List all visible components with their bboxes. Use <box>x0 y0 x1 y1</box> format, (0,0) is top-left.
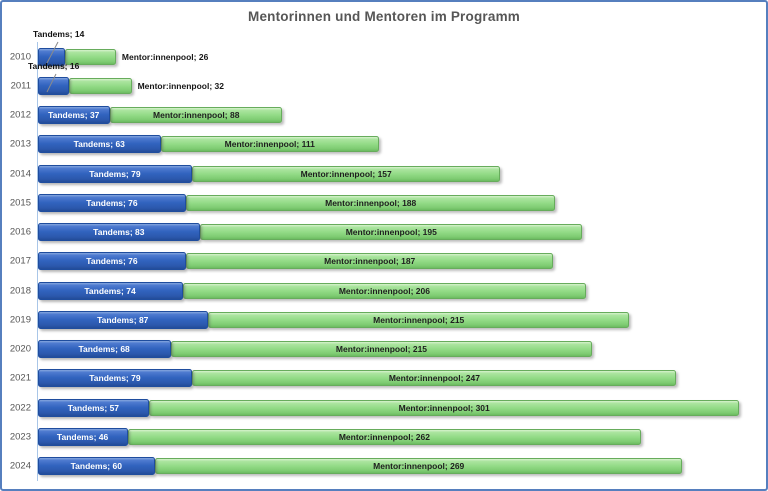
bar-label-tandems-2023: Tandems; 46 <box>56 431 109 442</box>
bar-label-mentorpool-2024: Mentor:innenpool; 269 <box>373 461 465 472</box>
chart-row-2011: 2011 Mentor:innenpool; 32 <box>2 71 766 100</box>
year-label-2011: 2011 <box>10 80 31 92</box>
bar-tandems-2015: Tandems; 76 <box>37 193 187 212</box>
bar-tandems-2023: Tandems; 46 <box>37 427 128 446</box>
chart-row-2010: 2010 Mentor:innenpool; 26 <box>2 42 766 71</box>
bar-mentorpool-2019: Mentor:innenpool; 215 <box>208 311 630 328</box>
bar-mentorpool-2021: Mentor:innenpool; 247 <box>192 370 677 387</box>
chart-row-2013: 2013 Mentor:innenpool; 111 Tandems; 63 <box>2 130 766 159</box>
chart-row-2016: 2016 Mentor:innenpool; 195 Tandems; 83 <box>2 218 766 247</box>
bar-mentorpool-2017: Mentor:innenpool; 187 <box>186 253 553 270</box>
bar-label-mentorpool-2010: Mentor:innenpool; 26 <box>121 51 209 62</box>
bar-label-mentorpool-2018: Mentor:innenpool; 206 <box>338 285 430 296</box>
bar-tandems-2017: Tandems; 76 <box>37 252 187 271</box>
chart-title: Mentorinnen und Mentoren im Programm <box>248 9 520 24</box>
bar-mentorpool-2023: Mentor:innenpool; 262 <box>127 428 642 445</box>
bar-label-mentorpool-2022: Mentor:innenpool; 301 <box>398 402 490 413</box>
year-label-2022: 2022 <box>9 402 31 414</box>
bar-tandems-2020: Tandems; 68 <box>37 340 171 359</box>
bar-mentorpool-2014: Mentor:innenpool; 157 <box>192 165 501 182</box>
year-label-2013: 2013 <box>9 138 31 150</box>
bar-label-mentorpool-2016: Mentor:innenpool; 195 <box>345 227 437 238</box>
bar-label-tandems-2017: Tandems; 76 <box>86 256 138 267</box>
year-label-2016: 2016 <box>9 226 31 238</box>
bar-tandems-2019: Tandems; 87 <box>37 310 209 329</box>
bar-tandems-2011 <box>37 76 69 95</box>
bar-mentorpool-2015: Mentor:innenpool; 188 <box>186 194 555 211</box>
year-label-2020: 2020 <box>9 343 31 355</box>
bar-label-tandems-2020: Tandems; 68 <box>78 344 130 355</box>
bar-tandems-2021: Tandems; 79 <box>37 369 193 388</box>
year-label-2010: 2010 <box>9 51 31 63</box>
bar-label-mentorpool-2023: Mentor:innenpool; 262 <box>338 431 430 442</box>
bar-mentorpool-2018: Mentor:innenpool; 206 <box>182 282 587 299</box>
year-label-2021: 2021 <box>9 372 31 384</box>
year-label-2023: 2023 <box>9 431 31 443</box>
bar-label-mentorpool-2021: Mentor:innenpool; 247 <box>388 373 480 384</box>
bar-label-mentorpool-2012: Mentor:innenpool; 88 <box>153 110 240 121</box>
bar-label-tandems-2016: Tandems; 83 <box>93 227 145 238</box>
bar-label-mentorpool-2019: Mentor:innenpool; 215 <box>373 314 465 325</box>
bar-mentorpool-2024: Mentor:innenpool; 269 <box>155 458 683 475</box>
bar-label-tandems-2011: Tandems; 16 <box>28 61 80 71</box>
year-label-2014: 2014 <box>9 168 31 180</box>
bar-mentorpool-2010 <box>64 48 116 65</box>
chart-row-2024: 2024 Mentor:innenpool; 269 Tandems; 60 <box>2 452 766 481</box>
bar-tandems-2013: Tandems; 63 <box>37 135 161 154</box>
chart-row-2022: 2022 Mentor:innenpool; 301 Tandems; 57 <box>2 393 766 422</box>
bar-label-tandems-2018: Tandems; 74 <box>84 285 136 296</box>
bar-label-tandems-2014: Tandems; 79 <box>89 168 141 179</box>
bar-mentorpool-2020: Mentor:innenpool; 215 <box>170 341 593 358</box>
bar-tandems-2018: Tandems; 74 <box>37 281 183 300</box>
year-label-2024: 2024 <box>9 460 31 472</box>
chart-row-2020: 2020 Mentor:innenpool; 215 Tandems; 68 <box>2 335 766 364</box>
bar-mentorpool-2022: Mentor:innenpool; 301 <box>149 399 740 416</box>
chart-row-2015: 2015 Mentor:innenpool; 188 Tandems; 76 <box>2 188 766 217</box>
bar-label-tandems-2015: Tandems; 76 <box>86 197 138 208</box>
bar-tandems-2024: Tandems; 60 <box>37 457 156 476</box>
chart-row-2023: 2023 Mentor:innenpool; 262 Tandems; 46 <box>2 422 766 451</box>
bar-label-mentorpool-2011: Mentor:innenpool; 32 <box>137 80 224 91</box>
bar-label-tandems-2022: Tandems; 57 <box>67 402 120 413</box>
bar-label-mentorpool-2014: Mentor:innenpool; 157 <box>300 168 392 179</box>
bar-label-tandems-2012: Tandems; 37 <box>48 110 100 121</box>
chart-row-2021: 2021 Mentor:innenpool; 247 Tandems; 79 <box>2 364 766 393</box>
year-label-2018: 2018 <box>9 285 31 297</box>
year-label-2012: 2012 <box>9 109 31 121</box>
bar-label-mentorpool-2020: Mentor:innenpool; 215 <box>335 344 428 355</box>
year-label-2015: 2015 <box>9 197 31 209</box>
chart-row-2019: 2019 Mentor:innenpool; 215 Tandems; 87 <box>2 305 766 334</box>
bar-label-tandems-2024: Tandems; 60 <box>70 461 122 472</box>
bar-label-mentorpool-2013: Mentor:innenpool; 111 <box>224 139 315 150</box>
chart-row-2014: 2014 Mentor:innenpool; 157 Tandems; 79 <box>2 159 766 188</box>
bar-tandems-2022: Tandems; 57 <box>37 398 150 417</box>
bar-tandems-2012: Tandems; 37 <box>37 106 111 125</box>
year-label-2019: 2019 <box>9 314 31 326</box>
bar-label-tandems-2010: Tandems; 14 <box>33 29 85 39</box>
bar-label-mentorpool-2015: Mentor:innenpool; 188 <box>325 197 417 208</box>
chart-row-2018: 2018 Mentor:innenpool; 206 Tandems; 74 <box>2 276 766 305</box>
bar-label-mentorpool-2017: Mentor:innenpool; 187 <box>324 256 416 267</box>
chart-row-2017: 2017 Mentor:innenpool; 187 Tandems; 76 <box>2 247 766 276</box>
bar-mentorpool-2012: Mentor:innenpool; 88 <box>110 107 283 124</box>
bar-label-tandems-2019: Tandems; 87 <box>97 314 149 325</box>
chart-row-2012: 2012 Mentor:innenpool; 88 Tandems; 37 <box>2 101 766 130</box>
bar-label-tandems-2021: Tandems; 79 <box>89 373 141 384</box>
bar-tandems-2014: Tandems; 79 <box>37 164 193 183</box>
bar-tandems-2016: Tandems; 83 <box>37 223 201 242</box>
bar-label-tandems-2013: Tandems; 63 <box>73 139 125 150</box>
bar-mentorpool-2011 <box>68 77 132 94</box>
year-label-2017: 2017 <box>9 255 31 267</box>
bar-mentorpool-2013: Mentor:innenpool; 111 <box>160 136 379 153</box>
bar-mentorpool-2016: Mentor:innenpool; 195 <box>200 224 583 241</box>
